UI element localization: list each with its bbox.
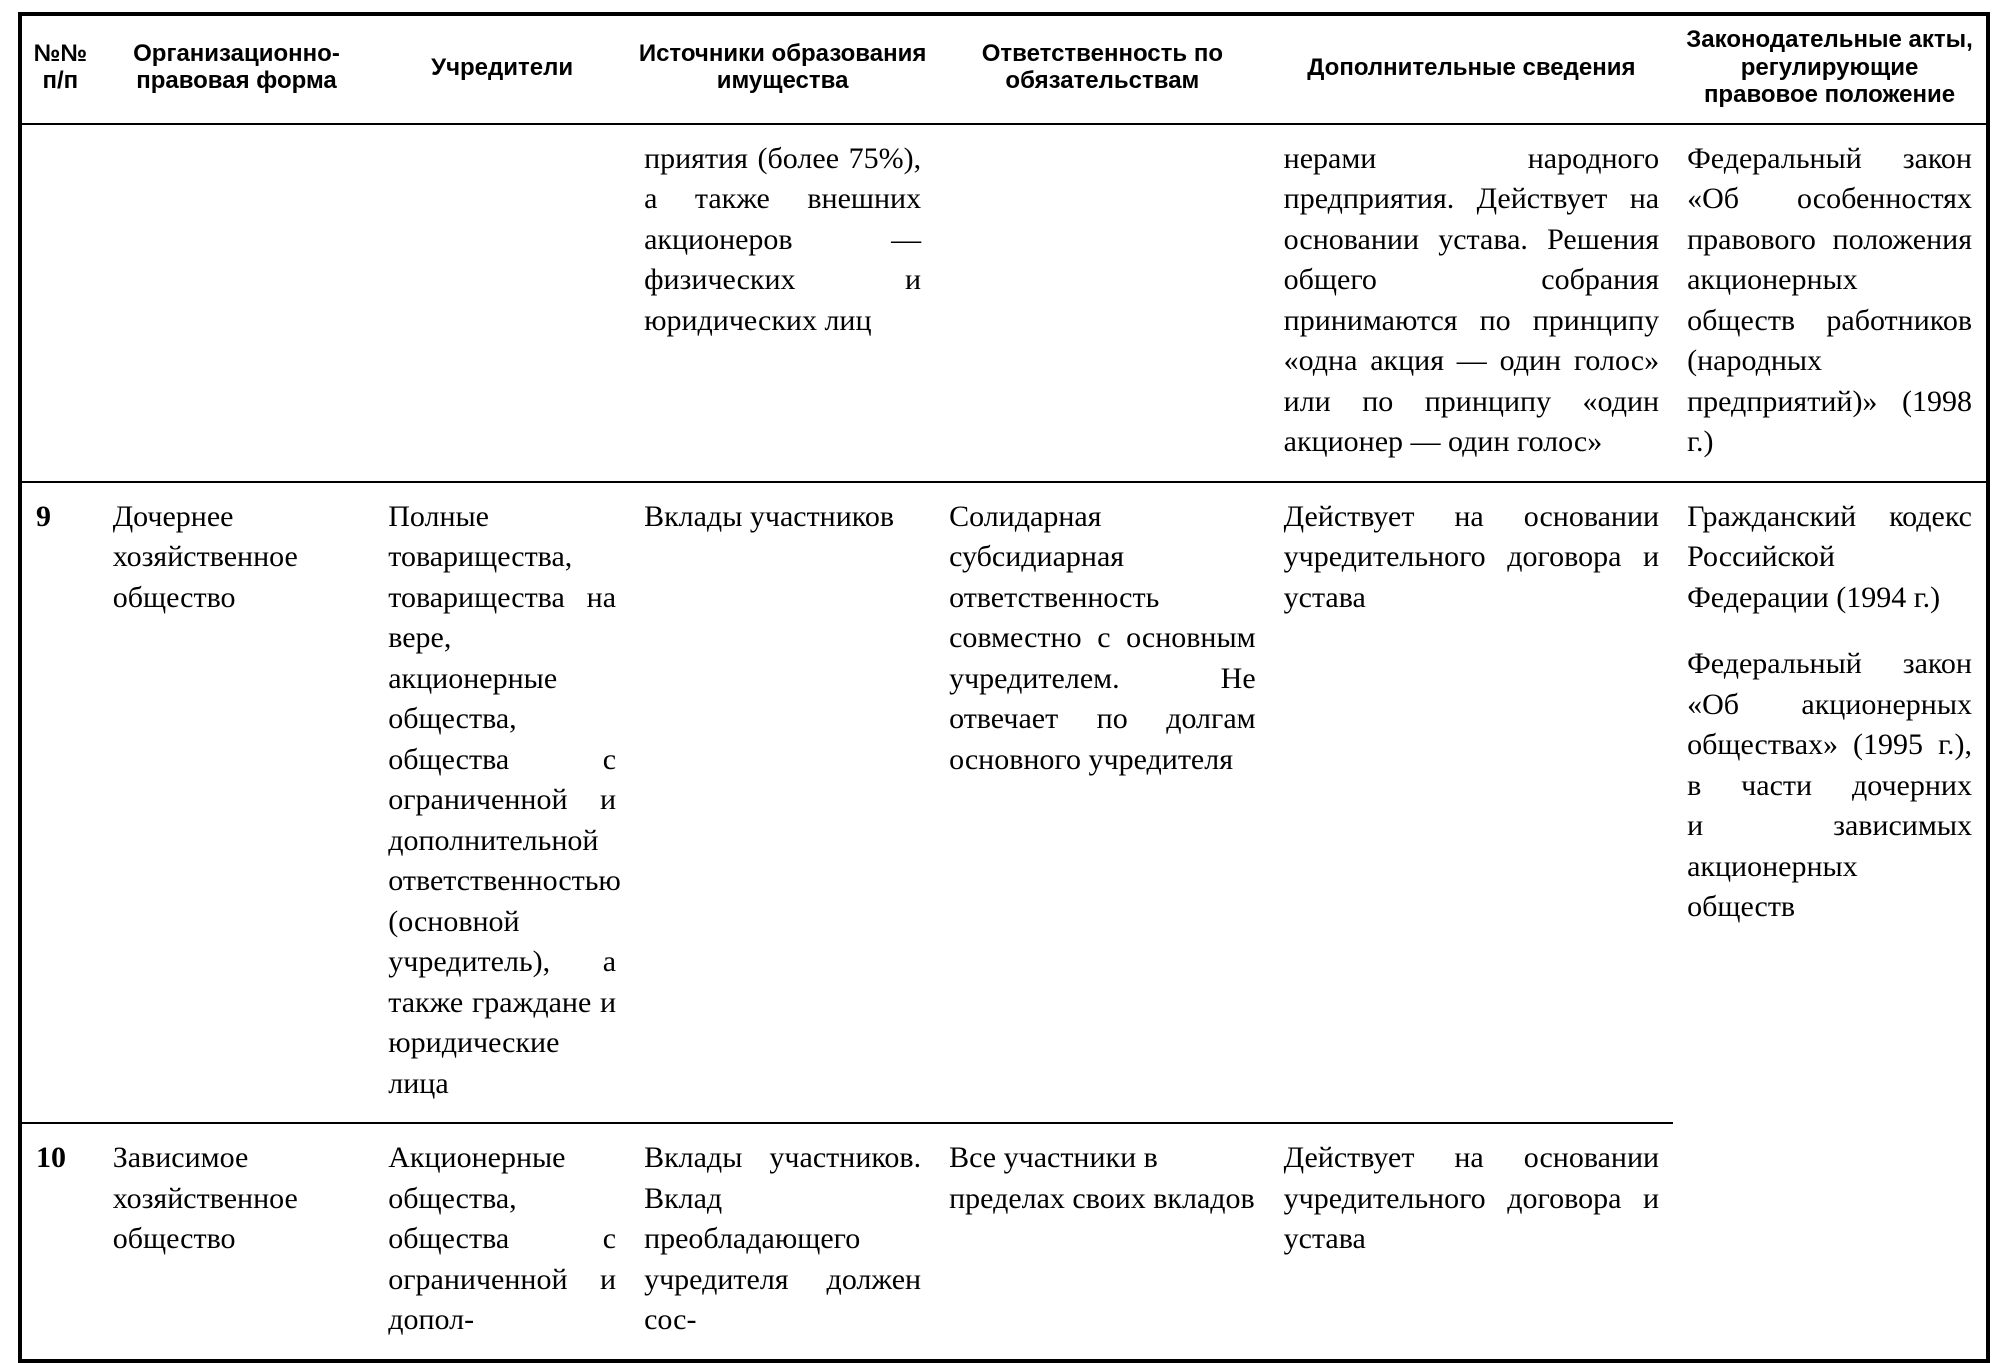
cell-src: приятия (более 75%), а также внешних акц… — [630, 124, 935, 482]
col-header-info: Дополнительные сведения — [1270, 14, 1673, 124]
cell-form: Дочернее хозяйственное общество — [99, 482, 375, 1124]
cell-num: 9 — [20, 482, 99, 1124]
col-header-src: Источники образования имущества — [630, 14, 935, 124]
cell-found — [374, 124, 630, 482]
col-header-num: №№ п/п — [20, 14, 99, 124]
cell-info: Действует на основании учредительного до… — [1270, 1123, 1673, 1361]
cell-num: 10 — [20, 1123, 99, 1361]
cell-liab: Все участники в пределах своих вкладов — [935, 1123, 1270, 1361]
cell-law: Гражданский кодекс Российской Федерации … — [1673, 482, 1988, 1361]
cell-found: Полные товарищества, товарищества на вер… — [374, 482, 630, 1124]
table-row: 9 Дочернее хозяйственное общество Полные… — [20, 482, 1988, 1124]
col-header-liab: Ответственность по обязательствам — [935, 14, 1270, 124]
law-block-civil-code: Гражданский кодекс Российской Федерации … — [1687, 497, 1972, 619]
table-header: №№ п/п Организационно-правовая форма Учр… — [20, 14, 1988, 124]
cell-law: Федеральный закон «Об особенностях право… — [1673, 124, 1988, 482]
cell-form: Зависимое хозяйственное общество — [99, 1123, 375, 1361]
cell-src: Вклады участников. Вклад преобладающего … — [630, 1123, 935, 1361]
cell-form — [99, 124, 375, 482]
cell-liab — [935, 124, 1270, 482]
cell-info: нерами народного предприятия. Действует … — [1270, 124, 1673, 482]
cell-src: Вклады участников — [630, 482, 935, 1124]
law-block-jsc-law: Федеральный закон «Об акционерных общест… — [1687, 644, 1972, 928]
cell-liab: Солидарная субсидиарная ответственность … — [935, 482, 1270, 1124]
cell-found: Акционерные общества, общества с огранич… — [374, 1123, 630, 1361]
document-page: №№ п/п Организационно-правовая форма Учр… — [0, 0, 2008, 1190]
col-header-form: Организационно-правовая форма — [99, 14, 375, 124]
cell-num — [20, 124, 99, 482]
cell-info: Действует на основании учредительного до… — [1270, 482, 1673, 1124]
table-row: приятия (более 75%), а также внешних акц… — [20, 124, 1988, 482]
col-header-law: Законодательные акты, регулирующие право… — [1673, 14, 1988, 124]
legal-forms-table: №№ п/п Организационно-правовая форма Учр… — [18, 12, 1990, 1363]
col-header-found: Учредители — [374, 14, 630, 124]
